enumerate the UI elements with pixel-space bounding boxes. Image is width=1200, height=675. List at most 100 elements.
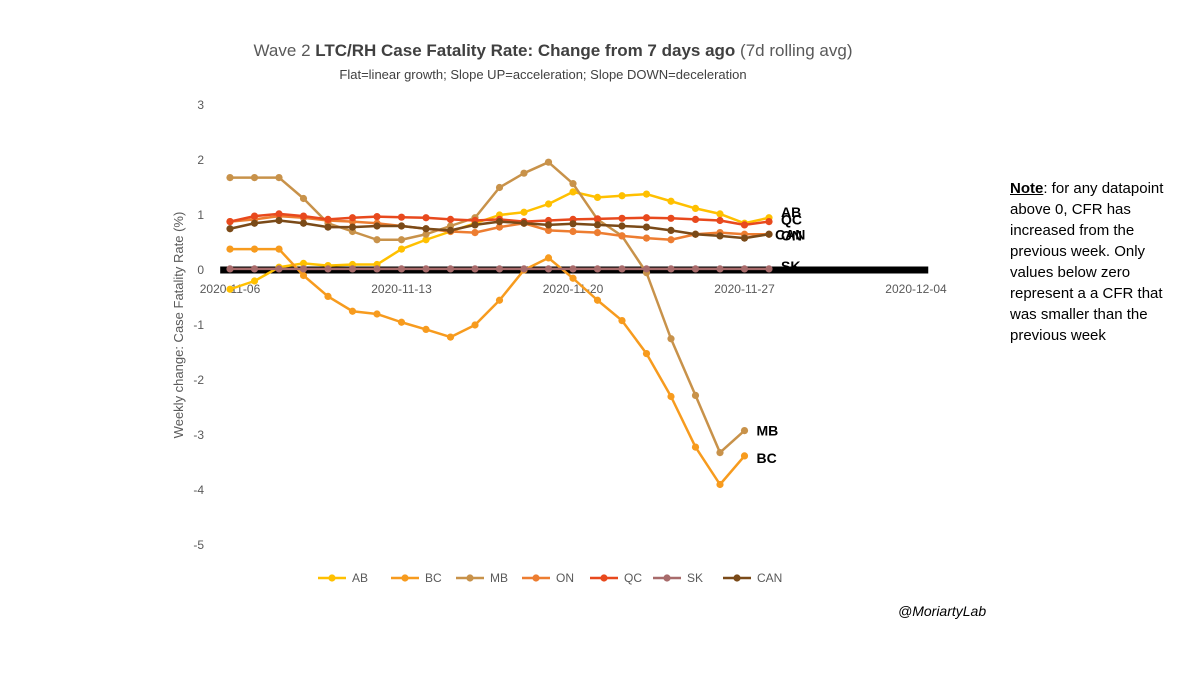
data-point-can <box>569 220 577 228</box>
chart-subtitle: Flat=linear growth; Slope UP=acceleratio… <box>339 67 746 82</box>
data-point-can <box>324 223 332 231</box>
data-point-can <box>299 219 308 227</box>
x-tick-label: 2020-12-04 <box>885 282 947 296</box>
legend-item-ab: AB <box>318 571 368 585</box>
data-point-on <box>471 229 479 237</box>
data-point-can <box>348 223 357 231</box>
data-point-sk <box>520 265 528 273</box>
data-point-sk <box>642 265 651 273</box>
data-point-can <box>520 219 528 227</box>
data-point-ab <box>226 285 234 293</box>
data-point-bc <box>373 310 381 318</box>
data-point-sk <box>226 265 234 273</box>
data-point-ab <box>299 259 308 267</box>
legend-swatch-marker <box>466 574 474 582</box>
data-point-sk <box>422 265 430 273</box>
data-point-qc <box>593 215 602 223</box>
data-point-bc <box>495 296 504 304</box>
data-point-mb <box>520 169 528 177</box>
data-point-can <box>446 226 455 234</box>
data-point-mb <box>740 427 749 435</box>
legend-label: MB <box>490 571 508 585</box>
legend-swatch-marker <box>733 574 741 582</box>
series-can <box>226 216 773 242</box>
legend-label: QC <box>624 571 642 585</box>
data-point-can <box>275 216 283 225</box>
data-point-sk <box>324 265 332 273</box>
legend-label: ON <box>556 571 574 585</box>
legend-item-mb: MB <box>456 571 508 585</box>
data-point-mb <box>397 236 406 244</box>
legend-label: AB <box>352 571 368 585</box>
end-label-bc: BC <box>757 450 777 466</box>
data-point-sk <box>544 265 553 273</box>
data-point-can <box>422 225 430 233</box>
data-point-bc <box>348 307 357 315</box>
legend-swatch-marker <box>663 574 671 582</box>
data-point-sk <box>373 265 381 273</box>
data-point-qc <box>691 215 700 223</box>
data-point-mb <box>226 174 234 182</box>
data-point-can <box>740 234 749 242</box>
chart-title: Wave 2 LTC/RH Case Fatality Rate: Change… <box>254 41 853 60</box>
data-point-sk <box>397 265 406 273</box>
data-point-sk <box>275 265 283 273</box>
data-point-ab <box>667 197 675 205</box>
x-tick-label: 2020-11-20 <box>543 282 604 296</box>
data-point-can <box>667 226 675 234</box>
credit-handle: @MoriartyLab <box>898 603 987 619</box>
data-point-can <box>618 222 626 230</box>
data-point-ab <box>397 245 406 253</box>
data-point-bc <box>226 245 234 253</box>
y-tick-label: 3 <box>197 98 204 112</box>
data-point-qc <box>397 213 406 221</box>
end-label-qc: QC <box>781 212 802 228</box>
data-point-mb <box>495 183 504 192</box>
data-point-sk <box>667 265 675 273</box>
data-point-can <box>716 232 724 240</box>
legend-swatch-marker <box>532 574 540 582</box>
legend-label: BC <box>425 571 442 585</box>
data-point-sk <box>471 265 479 273</box>
y-tick-label: 0 <box>197 263 204 277</box>
data-point-qc <box>348 214 357 222</box>
data-point-mb <box>544 158 553 166</box>
data-point-ab <box>520 208 528 216</box>
y-tick-label: -1 <box>193 318 204 332</box>
data-point-ab <box>250 277 259 285</box>
data-point-can <box>373 222 381 230</box>
data-point-mb <box>250 174 259 182</box>
y-tick-label: -4 <box>193 483 204 497</box>
data-point-bc <box>471 321 479 329</box>
data-point-can <box>226 225 234 233</box>
data-point-bc <box>250 245 259 253</box>
data-point-mb <box>275 174 283 182</box>
data-point-sk <box>765 265 773 273</box>
x-tick-label: 2020-11-27 <box>714 282 775 296</box>
legend-item-qc: QC <box>590 571 642 585</box>
data-point-sk <box>593 265 602 273</box>
data-point-can <box>765 230 773 238</box>
data-point-qc <box>373 213 381 221</box>
legend-swatch-marker <box>328 574 336 582</box>
data-point-qc <box>642 214 651 222</box>
data-point-mb <box>716 449 724 457</box>
data-point-bc <box>446 333 455 341</box>
data-point-on <box>642 234 651 242</box>
data-point-on <box>593 229 602 237</box>
end-label-can: CAN <box>775 226 805 242</box>
series-line-bc <box>230 247 746 486</box>
note-box: Note: for any datapoint above 0, CFR has… <box>1010 178 1180 346</box>
data-point-bc <box>324 292 332 300</box>
data-point-ab <box>593 193 602 201</box>
data-point-on <box>544 226 553 234</box>
data-point-can <box>544 221 553 229</box>
data-point-qc <box>299 212 308 220</box>
data-point-sk <box>446 265 455 273</box>
data-point-can <box>471 221 479 229</box>
data-point-mb <box>667 335 675 343</box>
data-point-qc <box>226 218 234 226</box>
data-point-bc <box>642 350 651 358</box>
data-point-bc <box>299 271 308 280</box>
data-point-qc <box>275 210 283 218</box>
